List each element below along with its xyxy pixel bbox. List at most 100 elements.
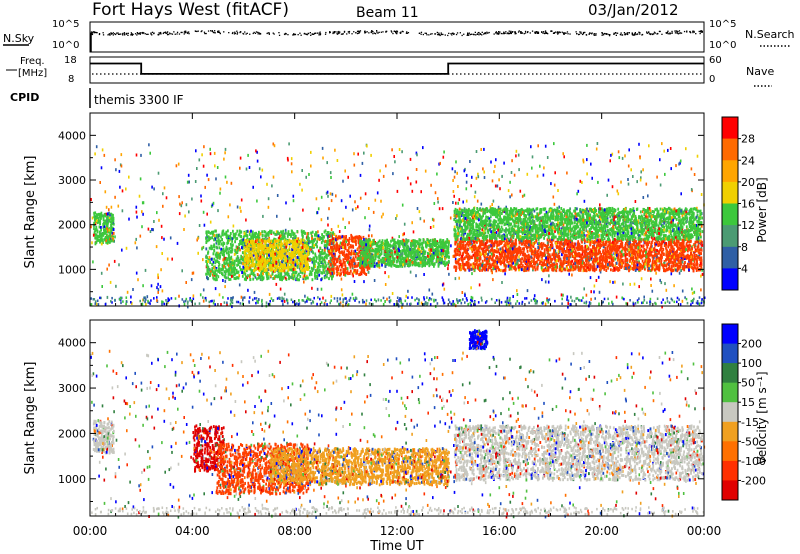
- echo-pixel: [232, 274, 234, 278]
- noise-dot: [205, 32, 207, 35]
- scatter-pixel: [100, 271, 103, 275]
- echo-pixel: [259, 269, 261, 273]
- scatter-pixel: [139, 177, 142, 181]
- scatter-pixel: [700, 288, 702, 292]
- scatter-pixel: [482, 167, 484, 171]
- noise-dot: [392, 32, 394, 35]
- scatter-pixel: [108, 263, 110, 267]
- echo-pixel: [209, 272, 212, 276]
- echo-pixel: [215, 251, 218, 255]
- noise-dot: [680, 32, 683, 34]
- noise-dot: [556, 31, 559, 33]
- scatter-pixel: [678, 162, 680, 166]
- scatter-pixel: [325, 191, 328, 195]
- noise-dot: [531, 30, 534, 32]
- scatter-pixel: [470, 286, 472, 290]
- ground-scatter-pixel: [575, 297, 577, 300]
- ground-scatter-pixel: [662, 298, 664, 301]
- ground-scatter-pixel: [442, 299, 445, 302]
- ground-scatter-pixel: [447, 298, 450, 301]
- echo-pixel: [262, 247, 265, 251]
- echo-pixel: [239, 234, 242, 238]
- echo-pixel: [332, 248, 334, 252]
- scatter-pixel: [405, 294, 407, 298]
- scatter-pixel: [454, 277, 457, 281]
- noise-dot: [461, 34, 463, 37]
- ground-scatter-pixel: [500, 301, 503, 304]
- echo-pixel: [321, 248, 324, 252]
- noise-dot: [468, 34, 470, 36]
- echo-pixel: [232, 261, 235, 265]
- ground-scatter-pixel: [298, 302, 301, 305]
- ground-scatter-pixel: [348, 298, 351, 302]
- ground-scatter-pixel: [443, 301, 446, 305]
- scatter-pixel: [247, 288, 249, 292]
- echo-pixel: [296, 274, 299, 278]
- echo-pixel: [343, 240, 346, 244]
- echo-pixel: [301, 232, 304, 236]
- scatter-pixel: [198, 158, 201, 162]
- echo-pixel: [94, 222, 97, 226]
- echo-pixel: [240, 230, 242, 234]
- echo-pixel: [254, 234, 257, 238]
- scatter-pixel: [633, 282, 636, 286]
- echo-pixel: [250, 252, 253, 256]
- echo-pixel: [219, 251, 222, 255]
- noise-dot: [589, 32, 591, 34]
- ground-scatter-pixel: [202, 296, 204, 299]
- echo-pixel: [230, 270, 232, 274]
- echo-pixel: [283, 255, 286, 259]
- echo-pixel: [236, 237, 239, 241]
- echo-pixel: [94, 216, 97, 220]
- echo-pixel: [354, 249, 357, 253]
- noise-dot: [147, 33, 149, 35]
- echo-pixel: [211, 236, 214, 240]
- scatter-pixel: [640, 277, 643, 281]
- ground-scatter-pixel: [430, 298, 433, 301]
- echo-pixel: [275, 274, 278, 278]
- echo-pixel: [318, 263, 320, 267]
- echo-pixel: [294, 260, 296, 264]
- echo-pixel: [99, 219, 102, 223]
- ground-scatter-pixel: [696, 300, 699, 303]
- scatter-pixel: [659, 183, 662, 187]
- echo-pixel: [313, 244, 316, 248]
- scatter-pixel: [184, 214, 186, 218]
- echo-pixel: [102, 223, 105, 226]
- noise-dot: [509, 32, 511, 34]
- noise-dot: [359, 31, 361, 33]
- ground-scatter-pixel: [306, 300, 308, 303]
- scatter-pixel: [681, 228, 684, 232]
- echo-pixel: [273, 250, 276, 254]
- echo-pixel: [292, 275, 294, 279]
- scatter-pixel: [548, 274, 550, 278]
- echo-pixel: [227, 253, 230, 256]
- noise-dot: [266, 32, 268, 35]
- noise-panel-frame: [89, 21, 705, 53]
- noise-dot: [700, 30, 703, 32]
- ground-scatter-pixel: [634, 302, 637, 305]
- echo-pixel: [222, 241, 225, 245]
- echo-pixel: [314, 276, 317, 280]
- scatter-pixel: [239, 166, 241, 170]
- echo-pixel: [401, 249, 404, 253]
- echo-pixel: [314, 243, 317, 247]
- noise-dot: [376, 31, 378, 33]
- ground-scatter-pixel: [693, 297, 695, 301]
- scatter-pixel: [177, 162, 180, 166]
- echo-pixel: [324, 265, 327, 269]
- echo-pixel: [252, 273, 255, 277]
- echo-pixel: [295, 250, 298, 254]
- ground-scatter-pixel: [402, 302, 404, 306]
- scatter-pixel: [542, 173, 545, 177]
- noise-dot: [232, 31, 234, 34]
- noise-dot: [130, 34, 132, 36]
- noise-dot: [112, 32, 114, 34]
- echo-pixel: [239, 265, 241, 269]
- ground-scatter-pixel: [354, 299, 356, 302]
- plot-title: Fort Hays West (fitACF): [92, 0, 289, 20]
- scatter-pixel: [240, 198, 243, 202]
- echo-pixel: [324, 246, 326, 250]
- noise-dot: [604, 33, 606, 35]
- scatter-pixel: [224, 175, 227, 179]
